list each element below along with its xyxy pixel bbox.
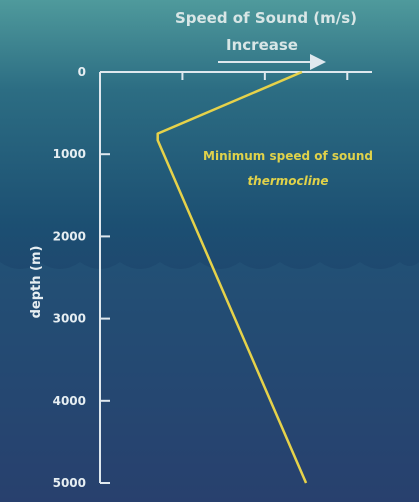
chart-subtitle: Increase: [226, 36, 298, 54]
annotation-minimum-speed: Minimum speed of sound: [203, 149, 373, 163]
speed-of-sound-line: [156, 70, 308, 484]
y-tick-label: 5000: [53, 476, 86, 490]
y-tick-label: 4000: [53, 394, 86, 408]
deep-layer-wave: [0, 262, 419, 502]
y-tick-label: 0: [78, 65, 86, 79]
y-tick-label: 2000: [53, 229, 86, 243]
y-tick-label: 1000: [53, 147, 86, 161]
annotation-thermocline: thermocline: [247, 174, 328, 188]
y-axis: 0 1000 2000 3000 4000 5000: [53, 65, 110, 490]
y-axis-label: depth (m): [29, 246, 44, 319]
y-tick-label: 3000: [53, 312, 86, 326]
x-axis: [100, 71, 372, 80]
series-group: [156, 70, 308, 484]
chart-title: Speed of Sound (m/s): [175, 9, 357, 27]
